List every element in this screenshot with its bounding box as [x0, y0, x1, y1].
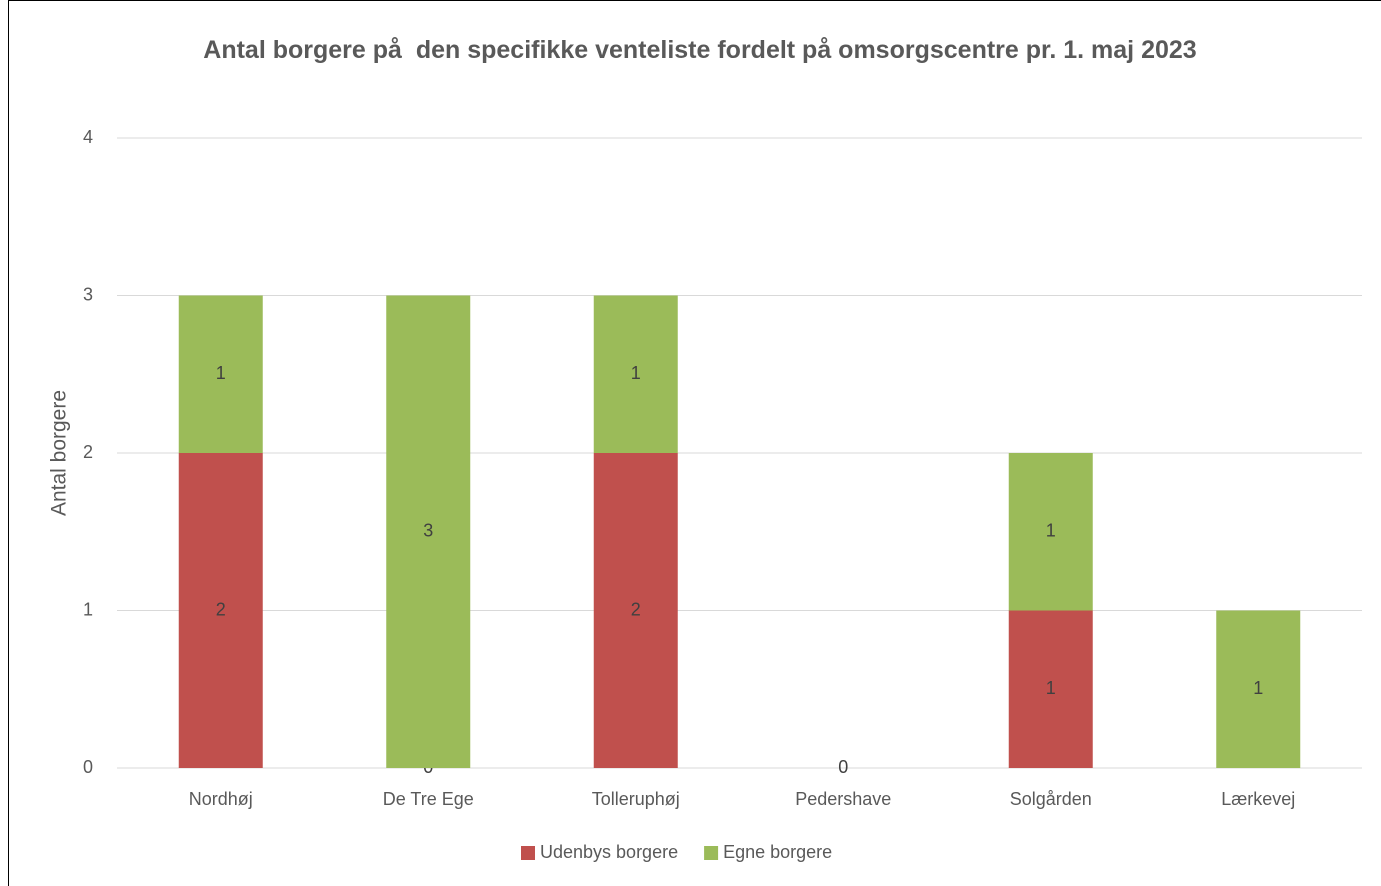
y-tick-label: 1 [83, 599, 93, 619]
bar-segment [178, 453, 263, 768]
x-tick-label: De Tre Ege [383, 789, 474, 809]
y-axis-label: Antal borgere [48, 390, 71, 516]
bar-segment [1008, 453, 1093, 611]
bar-segment [1008, 610, 1093, 768]
x-tick-label: Nordhøj [189, 789, 253, 809]
x-tick-label: Solgården [1010, 789, 1092, 809]
data-label: 1 [1046, 521, 1056, 541]
legend-label: Udenbys borgere [540, 842, 678, 862]
data-label: 3 [423, 521, 433, 541]
x-tick-label: Lærkevej [1221, 789, 1295, 809]
data-label: 2 [631, 599, 641, 619]
legend-label: Egne borgere [723, 842, 832, 862]
data-label: 1 [1046, 678, 1056, 698]
y-tick-label: 0 [83, 757, 93, 777]
y-tick-label: 4 [83, 127, 93, 147]
data-label: 0 [838, 757, 848, 777]
bar-segment [1216, 610, 1301, 768]
y-tick-label: 2 [83, 442, 93, 462]
chart-title: Antal borgere på den specifikke ventelis… [203, 36, 1197, 64]
y-tick-label: 3 [83, 284, 93, 304]
data-label: 1 [631, 363, 641, 383]
bar-segment [386, 295, 471, 768]
data-label: 2 [216, 599, 226, 619]
bar-segment [593, 295, 678, 453]
data-label: 1 [1253, 678, 1263, 698]
data-label: 1 [216, 363, 226, 383]
x-tick-label: Pedershave [795, 789, 891, 809]
legend-swatch [521, 846, 535, 860]
bar-segment [178, 295, 263, 453]
x-tick-label: Tolleruphøj [592, 789, 680, 809]
bar-segment [593, 453, 678, 768]
chart-border [8, 0, 1381, 886]
legend-swatch [704, 846, 719, 860]
